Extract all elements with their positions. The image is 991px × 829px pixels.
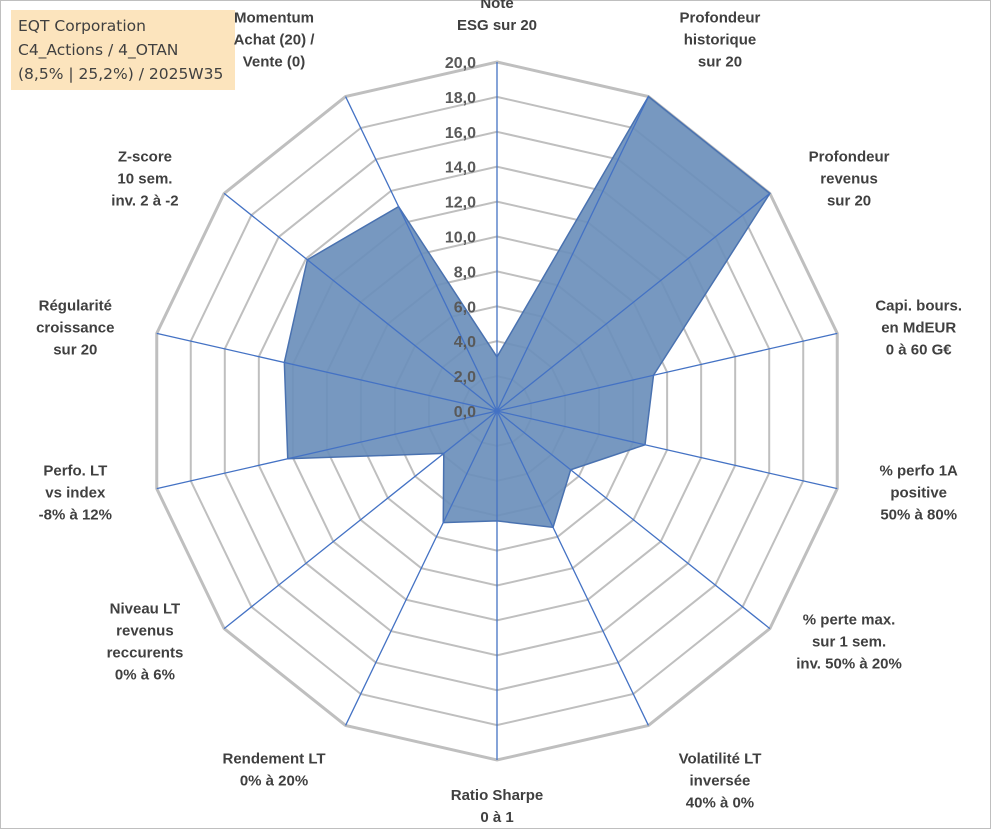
tick-label: 4,0 bbox=[454, 334, 476, 351]
spoke bbox=[496, 332, 838, 412]
spoke bbox=[496, 192, 771, 412]
axis-label-line: ESG sur 20 bbox=[457, 17, 537, 34]
axis-label-line: historique bbox=[684, 32, 757, 49]
axis-label-line: reccurents bbox=[107, 644, 184, 661]
axis-label: Profondeur revenus sur 20 bbox=[809, 149, 890, 210]
spoke bbox=[496, 96, 650, 412]
axis-label-line: Achat (20) / bbox=[234, 32, 316, 49]
tick-layer: 0,0 2,0 4,0 6,0 8,0 10,0 12,0 14,0 16,0 18,0 20,0 bbox=[445, 55, 476, 421]
data-area bbox=[283, 95, 771, 529]
tick-label: 14,0 bbox=[445, 160, 476, 177]
axis-label-line: 0% à 20% bbox=[240, 772, 308, 789]
axis-label-line: Perfo. LT bbox=[43, 463, 107, 480]
tick-label: 0,0 bbox=[454, 404, 476, 421]
axis-label: Z-score 10 sem. inv. 2 à -2 bbox=[111, 149, 178, 210]
tick-label: 6,0 bbox=[454, 299, 476, 316]
axis-label-line: Profondeur bbox=[809, 149, 890, 166]
axis-label-line: inv. 2 à -2 bbox=[111, 193, 178, 210]
axis-label-line: inversée bbox=[690, 772, 751, 789]
spoke bbox=[156, 332, 498, 412]
axis-label: % perfo 1A positive 50% à 80% bbox=[880, 463, 959, 524]
axis-label-line: sur 1 sem. bbox=[812, 633, 886, 650]
info-box: EQT Corporation C4_Actions / 4_OTAN (8,5… bbox=[11, 10, 235, 90]
axis-label: Perfo. LT vs index -8% à 12% bbox=[39, 463, 112, 524]
tick-label: 16,0 bbox=[445, 125, 476, 142]
tick-label: 2,0 bbox=[454, 369, 476, 386]
tick-label: 18,0 bbox=[445, 90, 476, 107]
axis-label: Régularité croissance sur 20 bbox=[36, 297, 114, 358]
axis-label-line: % perfo 1A bbox=[880, 463, 959, 480]
axis-label-line: Note bbox=[480, 0, 513, 12]
spoke-layer bbox=[156, 62, 838, 760]
tick-label: 10,0 bbox=[445, 230, 476, 247]
axis-label: Rendement LT 0% à 20% bbox=[222, 750, 325, 789]
axis-label-line: Capi. bours. bbox=[875, 297, 962, 314]
spoke bbox=[344, 410, 498, 726]
axis-label-line: Régularité bbox=[39, 297, 112, 314]
axis-label-line: croissance bbox=[36, 319, 114, 336]
axis-label-line: Z-score bbox=[118, 149, 172, 166]
axis-label-line: 40% à 0% bbox=[686, 794, 754, 811]
portfolio-name: C4_Actions / 4_OTAN bbox=[18, 41, 179, 59]
axis-label-line: Rendement LT bbox=[222, 750, 325, 767]
spoke bbox=[496, 410, 650, 726]
axis-label: Niveau LT revenus reccurents 0% à 6% bbox=[107, 600, 184, 683]
spoke bbox=[156, 410, 498, 490]
data-layer bbox=[283, 95, 771, 529]
company-name: EQT Corporation bbox=[18, 17, 146, 35]
performance-summary: (8,5% | 25,2%) / 2025W35 bbox=[18, 65, 224, 83]
axis-label-line: sur 20 bbox=[53, 341, 97, 358]
axis-label-line: sur 20 bbox=[698, 54, 742, 71]
axis-label-line: Niveau LT bbox=[110, 600, 181, 617]
axis-label-line: 10 sem. bbox=[117, 171, 172, 188]
axis-label-line: Ratio Sharpe bbox=[451, 787, 544, 804]
tick-label: 12,0 bbox=[445, 195, 476, 212]
spoke bbox=[344, 96, 498, 412]
axis-label-line: vs index bbox=[45, 485, 106, 502]
axis-label: Profondeur historique sur 20 bbox=[680, 10, 761, 71]
axis-label-line: Vente (0) bbox=[243, 54, 306, 71]
axis-label: Capi. bours. en MdEUR 0 à 60 G€ bbox=[875, 297, 962, 358]
axis-label-line: % perte max. bbox=[803, 611, 896, 628]
axis-label-line: revenus bbox=[820, 171, 878, 188]
axis-label-line: Volatilité LT bbox=[679, 750, 762, 767]
axis-label-line: -8% à 12% bbox=[39, 507, 112, 524]
spoke bbox=[223, 410, 498, 630]
axis-label-line: Momentum bbox=[234, 10, 314, 27]
tick-label: 8,0 bbox=[454, 264, 476, 281]
axis-label-line: 0% à 6% bbox=[115, 666, 175, 683]
spoke bbox=[223, 192, 498, 412]
spoke bbox=[496, 410, 838, 490]
label-layer: Note ESG sur 20 Profondeur historique sur 20… bbox=[36, 0, 962, 826]
axis-label: Momentum Achat (20) / Vente (0) bbox=[234, 10, 316, 71]
axis-label-line: 0 à 1 bbox=[480, 809, 513, 826]
spoke bbox=[496, 410, 771, 630]
axis-label: Ratio Sharpe 0 à 1 bbox=[451, 787, 544, 826]
tick-label: 20,0 bbox=[445, 55, 476, 72]
axis-label-line: Profondeur bbox=[680, 10, 761, 27]
axis-label: % perte max. sur 1 sem. inv. 50% à 20% bbox=[796, 611, 902, 672]
axis-label: Note ESG sur 20 bbox=[457, 0, 537, 34]
axis-label-line: revenus bbox=[116, 622, 174, 639]
axis-label-line: 0 à 60 G€ bbox=[886, 341, 953, 358]
axis-label-line: 50% à 80% bbox=[880, 507, 957, 524]
axis-label-line: sur 20 bbox=[827, 193, 871, 210]
axis-label: Volatilité LT inversée 40% à 0% bbox=[679, 750, 762, 811]
axis-label-line: en MdEUR bbox=[881, 319, 956, 336]
axis-label-line: positive bbox=[890, 485, 947, 502]
axis-label-line: inv. 50% à 20% bbox=[796, 655, 902, 672]
